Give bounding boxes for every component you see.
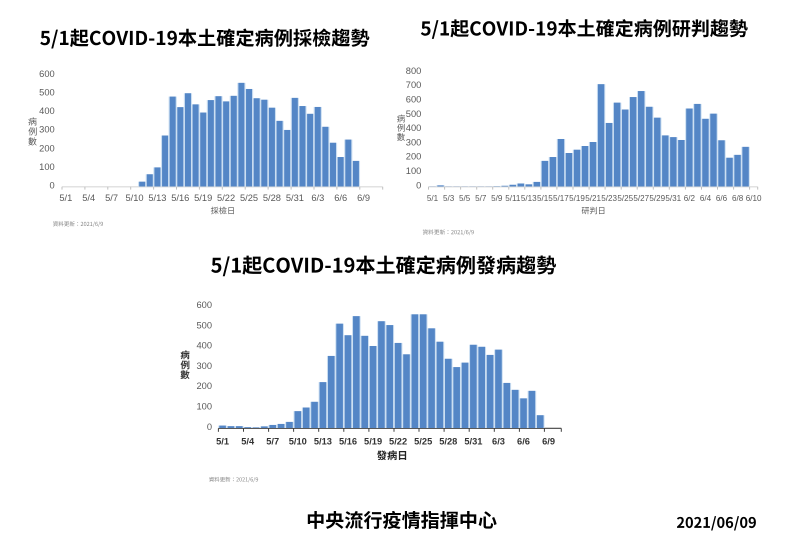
svg-text:6/8: 6/8 — [732, 194, 744, 203]
svg-text:5/19: 5/19 — [569, 194, 585, 203]
svg-text:5/10: 5/10 — [289, 437, 307, 447]
svg-text:5/7: 5/7 — [475, 194, 487, 203]
svg-text:6/4: 6/4 — [700, 194, 712, 203]
svg-text:400: 400 — [196, 341, 212, 351]
svg-text:6/3: 6/3 — [311, 193, 324, 203]
svg-text:6/10: 6/10 — [746, 194, 762, 203]
svg-text:600: 600 — [406, 95, 422, 105]
svg-text:100: 100 — [406, 166, 422, 176]
svg-text:5/25: 5/25 — [240, 193, 258, 203]
svg-text:5/29: 5/29 — [649, 194, 665, 203]
svg-text:5/13: 5/13 — [521, 194, 537, 203]
svg-text:5/1: 5/1 — [59, 193, 72, 203]
svg-text:500: 500 — [39, 88, 55, 98]
svg-text:5/5: 5/5 — [459, 194, 471, 203]
svg-text:6/9: 6/9 — [357, 193, 370, 203]
svg-text:5/25: 5/25 — [414, 437, 432, 447]
svg-text:5/16: 5/16 — [339, 437, 357, 447]
svg-text:5/31: 5/31 — [665, 194, 681, 203]
svg-text:5/10: 5/10 — [125, 193, 143, 203]
svg-text:300: 300 — [196, 361, 212, 371]
svg-text:500: 500 — [196, 320, 212, 330]
svg-text:200: 200 — [406, 152, 422, 162]
svg-text:5/31: 5/31 — [464, 437, 482, 447]
svg-text:6/3: 6/3 — [492, 437, 505, 447]
svg-text:5/31: 5/31 — [286, 193, 304, 203]
svg-text:6/6: 6/6 — [334, 193, 347, 203]
svg-text:400: 400 — [39, 106, 55, 116]
svg-text:5/9: 5/9 — [491, 194, 503, 203]
svg-text:5/19: 5/19 — [194, 193, 212, 203]
svg-text:6/6: 6/6 — [716, 194, 728, 203]
svg-text:5/4: 5/4 — [241, 437, 255, 447]
svg-text:5/25: 5/25 — [617, 194, 633, 203]
svg-text:5/3: 5/3 — [443, 194, 455, 203]
svg-text:5/1: 5/1 — [427, 194, 439, 203]
svg-text:5/13: 5/13 — [314, 437, 332, 447]
svg-text:5/7: 5/7 — [266, 437, 279, 447]
svg-text:0: 0 — [416, 180, 421, 190]
svg-text:100: 100 — [39, 162, 55, 172]
svg-text:5/11: 5/11 — [505, 194, 521, 203]
svg-text:5/21: 5/21 — [585, 194, 601, 203]
svg-text:5/13: 5/13 — [148, 193, 166, 203]
svg-text:5/19: 5/19 — [364, 437, 382, 447]
svg-text:800: 800 — [406, 66, 422, 76]
svg-text:400: 400 — [406, 123, 422, 133]
svg-text:200: 200 — [196, 381, 212, 391]
svg-text:5/7: 5/7 — [105, 193, 118, 203]
svg-text:5/22: 5/22 — [389, 437, 407, 447]
svg-text:600: 600 — [196, 300, 212, 310]
svg-text:600: 600 — [39, 69, 55, 79]
svg-text:5/16: 5/16 — [171, 193, 189, 203]
svg-text:300: 300 — [39, 125, 55, 135]
svg-text:5/15: 5/15 — [537, 194, 553, 203]
svg-text:100: 100 — [196, 402, 212, 412]
svg-text:5/17: 5/17 — [553, 194, 569, 203]
svg-text:6/6: 6/6 — [517, 437, 530, 447]
svg-text:0: 0 — [207, 422, 212, 432]
svg-text:5/28: 5/28 — [263, 193, 281, 203]
svg-text:5/23: 5/23 — [601, 194, 617, 203]
svg-text:5/22: 5/22 — [217, 193, 235, 203]
svg-text:5/1: 5/1 — [216, 437, 229, 447]
svg-text:0: 0 — [50, 180, 55, 190]
svg-text:700: 700 — [406, 80, 422, 90]
svg-text:6/9: 6/9 — [542, 437, 555, 447]
svg-text:6/2: 6/2 — [684, 194, 696, 203]
svg-text:5/28: 5/28 — [439, 437, 457, 447]
svg-text:5/27: 5/27 — [633, 194, 649, 203]
svg-text:200: 200 — [39, 143, 55, 153]
svg-text:500: 500 — [406, 109, 422, 119]
svg-text:5/4: 5/4 — [82, 193, 95, 203]
svg-text:300: 300 — [406, 137, 422, 147]
